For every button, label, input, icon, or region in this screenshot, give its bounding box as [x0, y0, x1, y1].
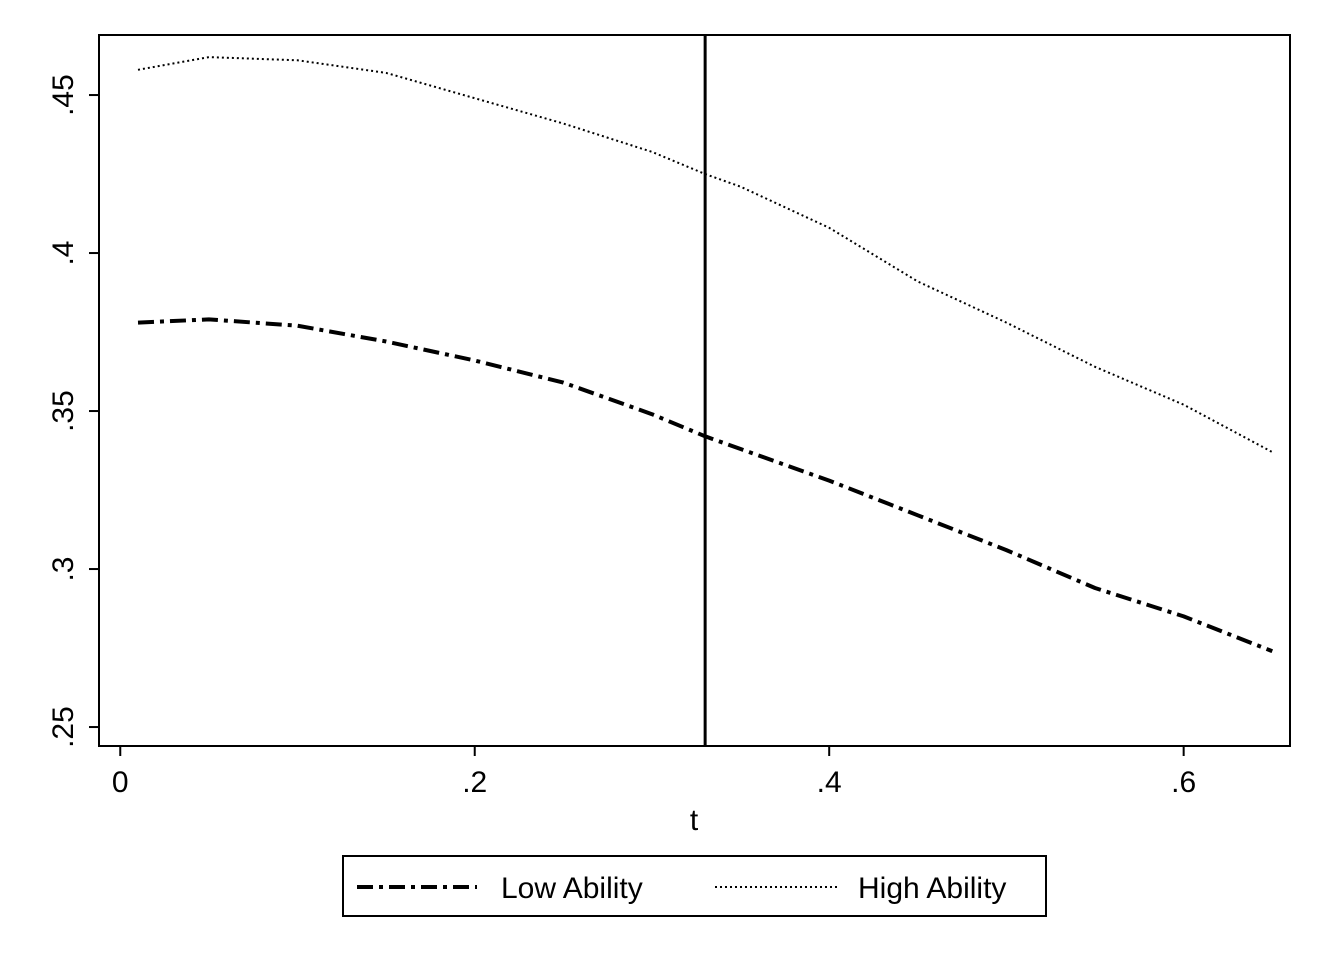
x-tick-label: .6	[1171, 766, 1196, 799]
x-tick-label: .2	[462, 766, 487, 799]
x-tick-label: 0	[112, 766, 129, 799]
y-tick-label: .25	[47, 706, 80, 748]
y-tick-label: .3	[47, 557, 80, 582]
y-tick-label: .4	[47, 241, 80, 266]
x-axis-title: t	[690, 804, 699, 837]
plot-frame	[98, 34, 1291, 747]
series-layer	[137, 56, 1274, 654]
y-tick-label: .45	[47, 74, 80, 116]
series-line-high-ability	[137, 56, 1273, 453]
y-tick-label: .35	[47, 390, 80, 432]
x-axis: 0 .2 .4 .6	[112, 746, 1196, 799]
x-tick-label: .4	[817, 766, 842, 799]
series-line-low-ability	[137, 317, 1274, 654]
y-axis: .25 .3 .35 .4 .45	[47, 74, 99, 748]
legend: Low Ability High Ability	[342, 855, 1047, 917]
legend-label-high-ability: High Ability	[858, 872, 1006, 905]
legend-label-low-ability: Low Ability	[501, 872, 643, 905]
